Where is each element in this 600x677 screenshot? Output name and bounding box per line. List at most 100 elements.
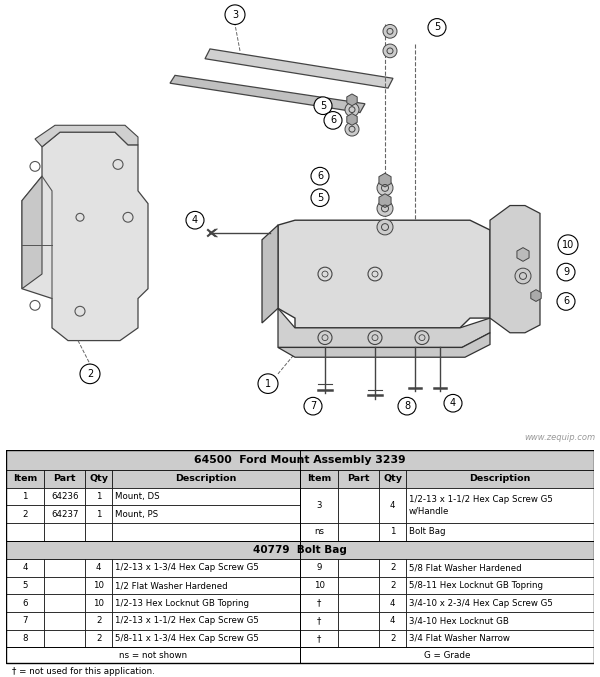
Text: 7: 7 [22, 616, 28, 626]
Bar [44, 559, 85, 577]
Text: Bolt Bag: Bolt Bag [409, 527, 445, 536]
Bar [406, 630, 594, 647]
Text: 2: 2 [22, 510, 28, 519]
Polygon shape [205, 49, 393, 88]
Polygon shape [22, 176, 42, 288]
Text: 2: 2 [390, 563, 395, 572]
Circle shape [80, 364, 100, 384]
Text: 64500  Ford Mount Assembly 3239: 64500 Ford Mount Assembly 3239 [194, 455, 406, 465]
Circle shape [377, 200, 393, 216]
Bar [6, 577, 44, 594]
Bar [44, 523, 85, 541]
Bar [6, 523, 44, 541]
Bar [406, 594, 594, 612]
Bar [300, 630, 338, 647]
Text: 1: 1 [96, 492, 101, 501]
Text: 5: 5 [320, 101, 326, 111]
Bar [406, 488, 594, 523]
Text: G = Grade: G = Grade [424, 651, 470, 660]
Bar [338, 523, 379, 541]
Bar [406, 559, 594, 577]
Bar [300, 647, 594, 663]
Bar [379, 523, 406, 541]
Circle shape [311, 189, 329, 206]
Text: www.zequip.com: www.zequip.com [524, 433, 595, 442]
Bar [379, 594, 406, 612]
Bar [112, 612, 300, 630]
Bar [85, 523, 112, 541]
Text: 3/4 Flat Washer Narrow: 3/4 Flat Washer Narrow [409, 634, 509, 643]
Circle shape [557, 292, 575, 310]
Bar [300, 577, 338, 594]
Circle shape [314, 97, 332, 114]
Text: 4: 4 [192, 215, 198, 225]
Polygon shape [347, 94, 357, 106]
Bar [6, 450, 594, 470]
Polygon shape [262, 225, 278, 323]
Polygon shape [531, 290, 541, 301]
Bar [338, 559, 379, 577]
Text: 5: 5 [434, 22, 440, 32]
Text: 5: 5 [317, 193, 323, 202]
Bar [338, 612, 379, 630]
Text: Qty: Qty [383, 474, 402, 483]
Bar [379, 559, 406, 577]
Bar [112, 594, 300, 612]
Bar [6, 506, 44, 523]
Text: 2: 2 [390, 634, 395, 643]
Circle shape [311, 167, 329, 185]
Bar [379, 488, 406, 523]
Bar [44, 470, 85, 488]
Bar [379, 612, 406, 630]
Text: 9: 9 [563, 267, 569, 277]
Text: 3: 3 [232, 9, 238, 20]
Bar [44, 577, 85, 594]
Text: † = not used for this application.: † = not used for this application. [12, 667, 155, 676]
Text: Description: Description [469, 474, 530, 483]
Polygon shape [347, 114, 357, 125]
Polygon shape [170, 75, 365, 112]
Text: 2: 2 [96, 634, 101, 643]
Text: 1/2-13 x 1-1/2 Hex Cap Screw G5: 1/2-13 x 1-1/2 Hex Cap Screw G5 [115, 616, 259, 626]
Text: 64237: 64237 [51, 510, 79, 519]
Bar [406, 577, 594, 594]
Bar [406, 470, 594, 488]
Circle shape [304, 397, 322, 415]
Bar [406, 523, 594, 541]
Circle shape [225, 5, 245, 24]
Bar [406, 612, 594, 630]
Bar [6, 630, 44, 647]
Text: 64236: 64236 [51, 492, 79, 501]
Text: Part: Part [347, 474, 370, 483]
Text: 4: 4 [390, 598, 395, 608]
Text: Item: Item [307, 474, 331, 483]
Text: 40779  Bolt Bag: 40779 Bolt Bag [253, 545, 347, 555]
Bar [6, 594, 44, 612]
Text: 9: 9 [316, 563, 322, 572]
Text: 1: 1 [22, 492, 28, 501]
Bar [112, 630, 300, 647]
Circle shape [186, 211, 204, 229]
Bar [338, 577, 379, 594]
Bar [6, 470, 44, 488]
Bar [338, 470, 379, 488]
Text: 6: 6 [317, 171, 323, 181]
Circle shape [515, 268, 531, 284]
Bar [44, 630, 85, 647]
Text: 5/8 Flat Washer Hardened: 5/8 Flat Washer Hardened [409, 563, 521, 572]
Text: Mount, PS: Mount, PS [115, 510, 158, 519]
Text: 6: 6 [563, 297, 569, 307]
Polygon shape [35, 125, 138, 147]
Bar [379, 630, 406, 647]
Text: 7: 7 [310, 401, 316, 411]
Text: 5/8-11 Hex Locknut GB Topring: 5/8-11 Hex Locknut GB Topring [409, 581, 543, 590]
Text: 3: 3 [316, 501, 322, 510]
Bar [85, 577, 112, 594]
Bar [85, 559, 112, 577]
Circle shape [324, 112, 342, 129]
Text: †: † [317, 616, 321, 626]
Bar [85, 612, 112, 630]
Text: 3/4-10 x 2-3/4 Hex Cap Screw G5: 3/4-10 x 2-3/4 Hex Cap Screw G5 [409, 598, 553, 608]
Text: 4: 4 [390, 501, 395, 510]
Text: 2: 2 [96, 616, 101, 626]
